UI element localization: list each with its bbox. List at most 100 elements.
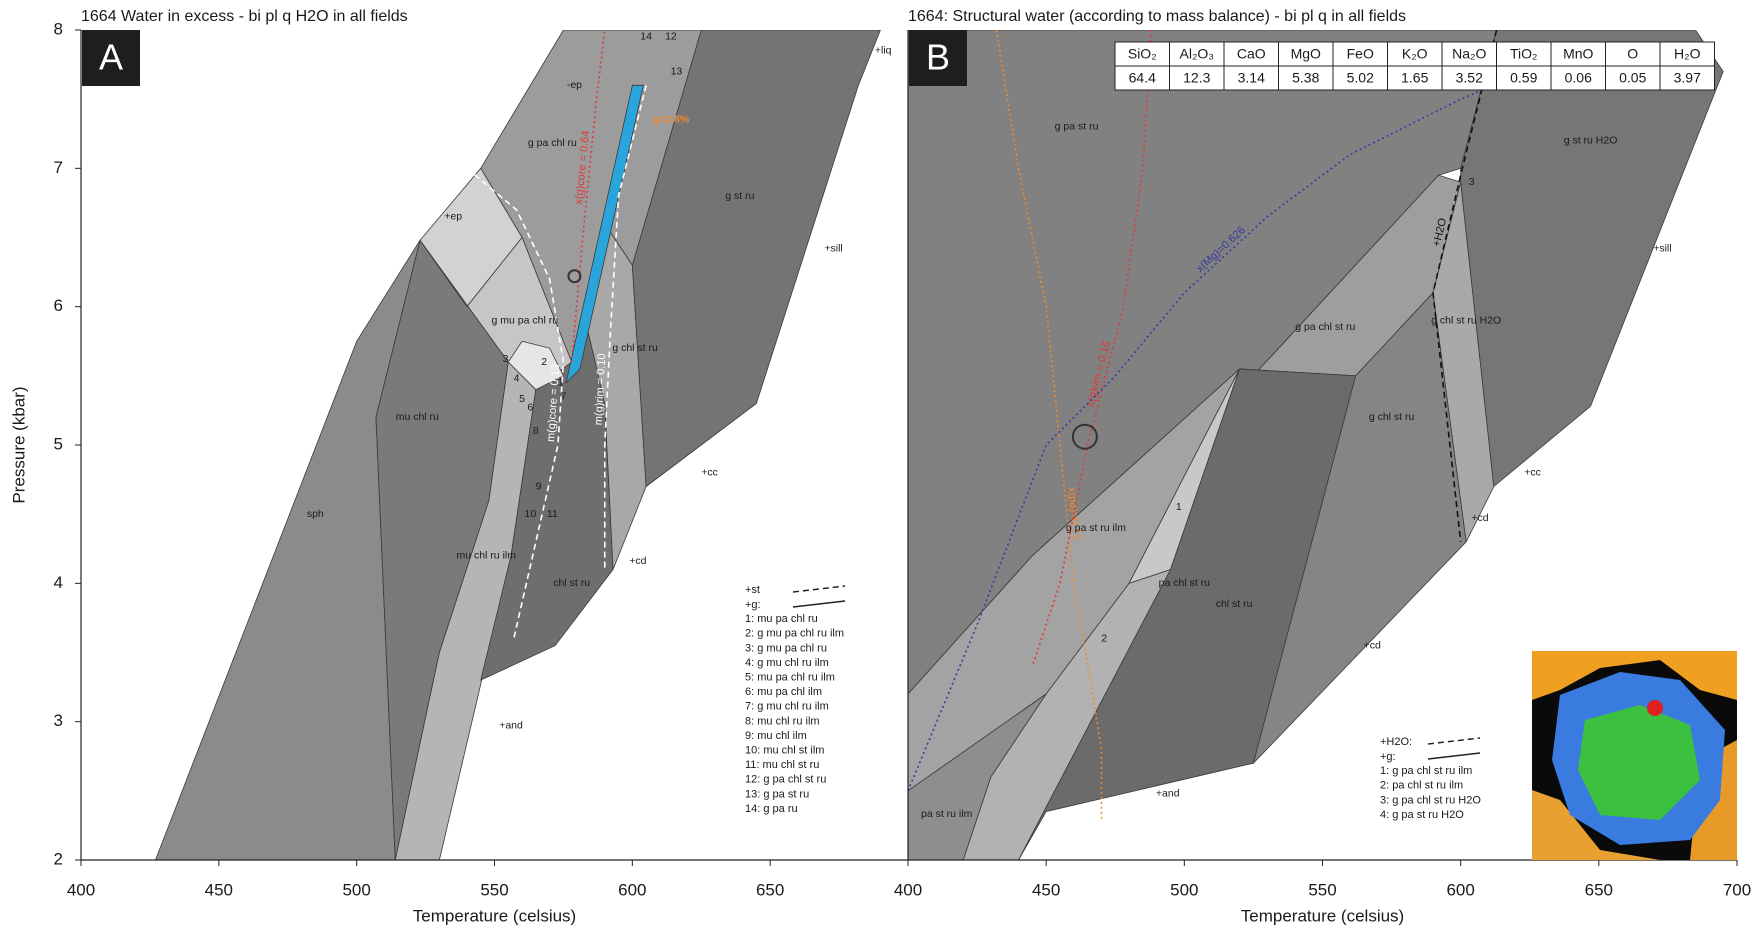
table-value: 0.05 bbox=[1619, 70, 1646, 86]
field-label: 3 bbox=[1469, 176, 1475, 188]
field-label: mu chl ru bbox=[396, 411, 439, 423]
field-label: g st ru bbox=[725, 190, 754, 202]
field-label: g chl st ru H2O bbox=[1431, 314, 1501, 326]
table-header: O bbox=[1627, 46, 1638, 62]
legend-entry: 4: g pa st ru H2O bbox=[1380, 809, 1464, 821]
inset-inclusion bbox=[1647, 700, 1663, 716]
field-label: 2 bbox=[541, 356, 547, 368]
field-label: +and bbox=[1156, 787, 1180, 799]
table-value: 3.52 bbox=[1456, 70, 1483, 86]
panel-letter: A bbox=[99, 37, 123, 78]
y-tick-label: 7 bbox=[54, 158, 63, 177]
panel-letter: B bbox=[926, 37, 950, 78]
legend-key: +g: bbox=[745, 599, 761, 611]
x-tick-label: 400 bbox=[894, 880, 922, 899]
legend-entry: 13: g pa st ru bbox=[745, 788, 809, 800]
table-header: MnO bbox=[1563, 46, 1593, 62]
table-value: 1.65 bbox=[1401, 70, 1428, 86]
field-label: +ep bbox=[444, 211, 462, 223]
legend-entry: 14: g pa ru bbox=[745, 803, 798, 815]
table-header: Al₂O₃ bbox=[1180, 46, 1214, 62]
x-tick-label: 550 bbox=[480, 880, 508, 899]
page: {"chart_data": [ {"type": "pseudosection… bbox=[0, 0, 1760, 929]
legend-entry: 10: mu chl st ilm bbox=[745, 745, 824, 757]
field-label: 10 bbox=[524, 508, 536, 520]
field-label: chl st ru bbox=[1216, 598, 1253, 610]
x-tick-label: 450 bbox=[205, 880, 233, 899]
x-tick-label: 600 bbox=[618, 880, 646, 899]
field-label: 7 bbox=[560, 390, 566, 402]
field-label: +sill bbox=[824, 242, 842, 254]
legend-entry: 1: mu pa chl ru bbox=[745, 613, 818, 625]
legend-entry: 8: mu chl ru ilm bbox=[745, 715, 820, 727]
chart-title: 1664 Water in excess - bi pl q H2O in al… bbox=[81, 8, 408, 25]
x-axis-label: Temperature (celsius) bbox=[1241, 906, 1404, 925]
field-label: 4 bbox=[514, 372, 520, 384]
x-tick-label: 600 bbox=[1446, 880, 1474, 899]
field-label: +cc bbox=[701, 466, 718, 478]
field-label: 9 bbox=[536, 480, 542, 492]
field-label: g pa st ru ilm bbox=[1066, 522, 1126, 534]
table-header: TiO₂ bbox=[1510, 46, 1537, 62]
table-header: Na₂O bbox=[1452, 46, 1486, 62]
figure: x(g)core = 0.64m(g)core = 0.13m(g)rim = … bbox=[0, 0, 1760, 929]
y-tick-label: 2 bbox=[54, 849, 63, 868]
field-label: 8 bbox=[533, 425, 539, 437]
field-label: +and bbox=[499, 720, 523, 732]
field-label: 1 bbox=[1176, 501, 1182, 513]
field-label: 6 bbox=[527, 401, 533, 413]
field-label: +cc bbox=[1524, 466, 1541, 478]
legend-entry: 2: g mu pa chl ru ilm bbox=[745, 628, 844, 640]
table-value: 3.97 bbox=[1674, 70, 1701, 86]
x-tick-label: 500 bbox=[342, 880, 370, 899]
field-label: 14 bbox=[640, 31, 652, 43]
legend-entry: 12: g pa chl st ru bbox=[745, 774, 826, 786]
field-label: g st ru H2O bbox=[1564, 134, 1618, 146]
field-label: 12 bbox=[665, 31, 677, 43]
y-tick-label: 8 bbox=[54, 19, 63, 38]
y-tick-label: 6 bbox=[54, 296, 63, 315]
field-label: g mu pa chl ru bbox=[492, 314, 559, 326]
field-label: g=2.8% bbox=[653, 114, 690, 126]
legend-entry: 2: pa chl st ru ilm bbox=[1380, 780, 1463, 792]
table-header: MgO bbox=[1291, 46, 1321, 62]
field-label: g pa chl st ru bbox=[1295, 321, 1355, 333]
y-tick-label: 5 bbox=[54, 434, 63, 453]
field-label: mu chl ru ilm bbox=[456, 549, 516, 561]
legend-entry: 4: g mu chl ru ilm bbox=[745, 657, 829, 669]
table-value: 0.59 bbox=[1510, 70, 1537, 86]
field-label: 1 bbox=[558, 377, 564, 389]
table-value: 0.06 bbox=[1565, 70, 1592, 86]
field-label: +sill bbox=[1653, 242, 1671, 254]
field-label: 11 bbox=[547, 508, 558, 520]
field-label: +cd bbox=[629, 555, 646, 567]
field-label: 13 bbox=[671, 65, 683, 77]
legend-entry: 9: mu chl ilm bbox=[745, 730, 807, 742]
legend-entry: 7: g mu chl ru ilm bbox=[745, 701, 829, 713]
field-label: chl st ru bbox=[553, 577, 590, 589]
y-axis-label: Pressure (kbar) bbox=[9, 386, 28, 503]
legend-key: +g: bbox=[1380, 751, 1396, 763]
field-label: 3 bbox=[503, 353, 509, 365]
x-tick-label: 500 bbox=[1170, 880, 1198, 899]
field-label: sph bbox=[307, 508, 324, 520]
field-label: +cd bbox=[1471, 512, 1488, 524]
table-header: H₂O bbox=[1674, 46, 1701, 62]
field-label: pa st ru ilm bbox=[921, 808, 973, 820]
field-label: +cd bbox=[1364, 639, 1381, 651]
table-value: 5.02 bbox=[1347, 70, 1374, 86]
panel: x(g)core = 0.64m(g)core = 0.13m(g)rim = … bbox=[9, 8, 908, 925]
legend-entry: 1: g pa chl st ru ilm bbox=[1380, 765, 1472, 777]
chart-title: 1664: Structural water (according to mas… bbox=[908, 8, 1406, 25]
table-value: 12.3 bbox=[1183, 70, 1210, 86]
x-axis-label: Temperature (celsius) bbox=[413, 906, 576, 925]
legend-entry: 5: mu pa chl ru ilm bbox=[745, 672, 835, 684]
field-label: g pa chl ru bbox=[528, 137, 577, 149]
x-tick-label: 550 bbox=[1308, 880, 1336, 899]
mineral-map-inset bbox=[1532, 651, 1737, 860]
y-tick-label: 3 bbox=[54, 711, 63, 730]
table-header: FeO bbox=[1347, 46, 1374, 62]
field-label: g chl st ru bbox=[1369, 411, 1415, 423]
field-label: pa chl st ru bbox=[1159, 577, 1211, 589]
